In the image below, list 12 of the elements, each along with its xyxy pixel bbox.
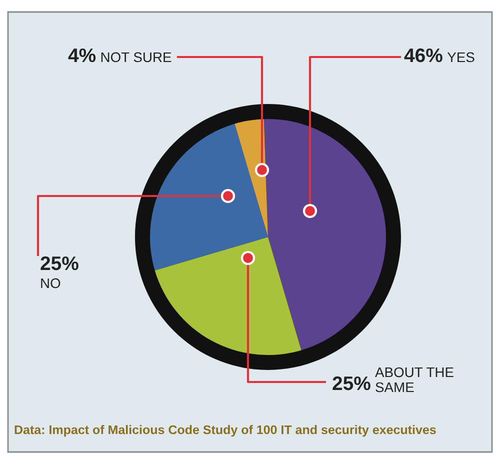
- data-label: 25%: [40, 256, 78, 270]
- slice-label: NO: [41, 278, 60, 288]
- slice-label: YES: [447, 52, 474, 62]
- data-label: 25%: [332, 376, 370, 390]
- pie-slice: [264, 119, 386, 350]
- data-label: 4%: [68, 48, 96, 62]
- pie-slice: [154, 237, 302, 355]
- slice-label: ABOUT THE SAME: [375, 367, 454, 392]
- text: Data: Impact of Malicious Code Study of 100 IT and security executives: [14, 425, 436, 437]
- data-label: 46%: [404, 48, 442, 62]
- pie-slice: [150, 124, 268, 270]
- slice-label: NOT SURE: [101, 52, 172, 62]
